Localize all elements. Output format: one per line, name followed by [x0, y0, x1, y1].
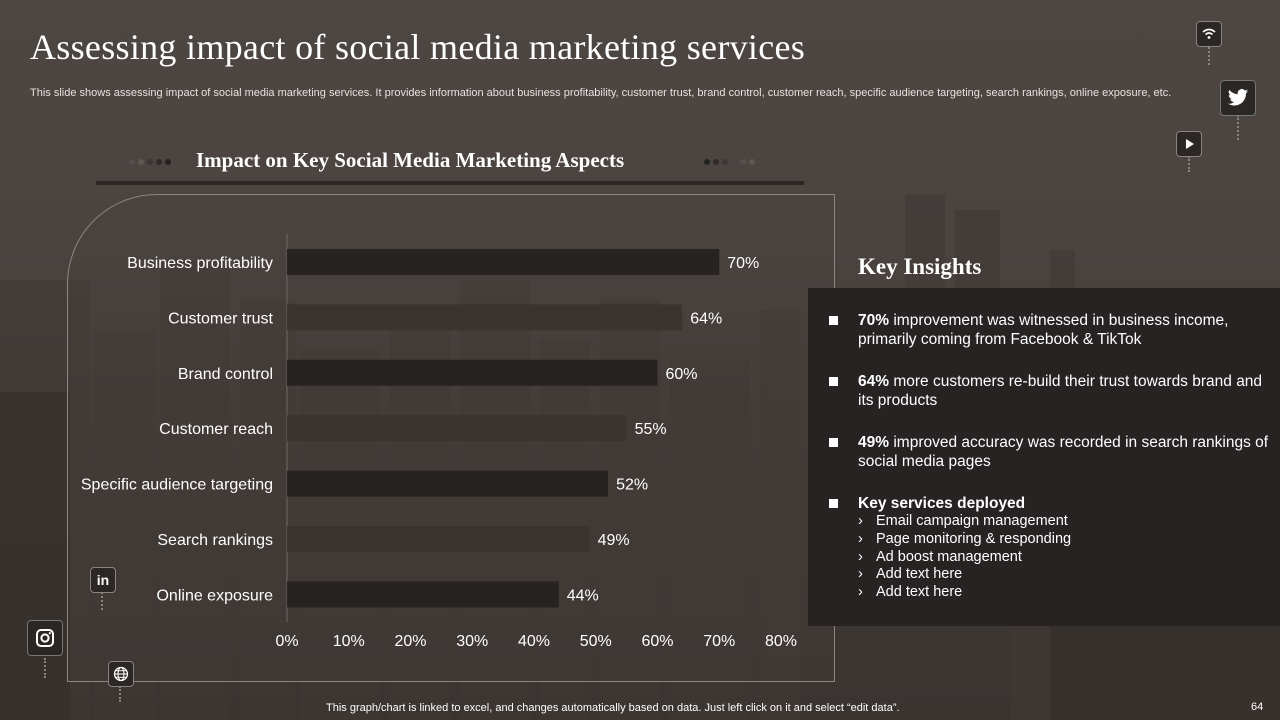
bar-business-profitability[interactable] [287, 249, 720, 275]
list-item: › Add text here [858, 584, 963, 601]
services-list: › Email campaign management › Page monitor… [858, 513, 1269, 602]
list-item: › Add text here [858, 566, 963, 583]
x-tick-label: 40% [518, 633, 550, 650]
x-tick-label: 70% [703, 633, 735, 650]
insight-highlight: 64% [858, 373, 890, 390]
category-label: Customer trust [168, 310, 273, 327]
list-item: › Email campaign management [858, 513, 1068, 529]
category-label: Customer reach [159, 421, 273, 438]
bar-search-rankings[interactable] [287, 526, 590, 552]
twitter-icon [1220, 80, 1256, 116]
bar-brand-control[interactable] [287, 359, 658, 386]
services-title: Key services deployed [858, 495, 1026, 512]
chart-heading: Impact on Key Social Media Marketing Asp… [196, 148, 625, 172]
chevron-right-icon: › [858, 548, 863, 565]
x-tick-label: 80% [765, 633, 797, 650]
category-label: Business profitability [127, 255, 273, 272]
category-label: Specific audience targeting [81, 477, 273, 494]
chevron-right-icon: › [858, 584, 863, 601]
x-tick-label: 0% [275, 633, 298, 650]
bar-customer-reach[interactable] [287, 415, 627, 442]
icon-stem [1237, 115, 1239, 140]
x-tick-label: 30% [456, 633, 488, 650]
insight-text: more customers re-build their trust towa… [858, 373, 1263, 409]
icon-stem [1208, 47, 1210, 65]
chevron-right-icon: › [858, 513, 863, 529]
data-label: 64% [690, 310, 722, 327]
bar-specific-audience-targeting[interactable] [287, 470, 609, 497]
insight-highlight: 70% [858, 312, 890, 329]
bar-online-exposure[interactable] [287, 581, 559, 608]
globe-icon [108, 661, 134, 687]
category-label: Search rankings [157, 532, 273, 549]
insight-highlight: 49% [858, 434, 890, 451]
data-label: 55% [635, 421, 667, 438]
insight-item-2: 64% more customers re-build their trust … [829, 372, 1269, 410]
insight-item-services: Key services deployed › Email campaign ma… [829, 494, 1269, 602]
icon-stem [101, 592, 103, 610]
chevron-right-icon: › [858, 566, 863, 583]
heading-dots-right [704, 159, 755, 165]
icon-stem [119, 686, 121, 702]
page-number: 64 [1251, 701, 1264, 713]
list-item: › Ad boost management [858, 548, 1022, 565]
data-label: 70% [727, 255, 759, 272]
x-tick-label: 20% [394, 633, 426, 650]
insight-item-3: 49% improved accuracy was recorded in se… [829, 433, 1269, 471]
page-subtitle: This slide shows assessing impact of soc… [30, 87, 1172, 99]
data-label: 52% [616, 477, 648, 494]
wifi-icon [1196, 21, 1222, 47]
data-label: 44% [567, 587, 599, 604]
insight-item-1: 70% improvement was witnessed in busines… [829, 311, 1269, 349]
x-tick-label: 50% [580, 633, 612, 650]
bullet-square-icon [829, 316, 838, 325]
category-label: Brand control [178, 366, 273, 383]
heading-dots-left [120, 159, 171, 165]
insight-text: improved accuracy was recorded in search… [858, 434, 1269, 470]
data-label: 49% [598, 532, 630, 549]
chevron-right-icon: › [858, 530, 863, 547]
bullet-square-icon [829, 377, 838, 386]
data-label: 60% [666, 366, 698, 383]
insights-title: Key Insights [858, 254, 982, 279]
bullet-square-icon [829, 438, 838, 447]
insights-panel [808, 288, 1280, 626]
heading-underline [96, 181, 804, 185]
instagram-icon [27, 620, 63, 656]
category-label: Online exposure [156, 587, 273, 604]
icon-stem [1188, 156, 1190, 172]
bar-customer-trust[interactable] [287, 304, 683, 331]
page-title: Assessing impact of social media marketi… [30, 27, 806, 67]
bullet-square-icon [829, 499, 838, 508]
list-item: › Page monitoring & responding [858, 530, 1072, 547]
linkedin-icon: in [90, 567, 116, 593]
x-tick-label: 10% [333, 633, 365, 650]
x-tick-label: 60% [641, 633, 673, 650]
play-icon [1176, 131, 1202, 157]
icon-stem [44, 658, 46, 678]
footer-note: This graph/chart is linked to excel, and… [326, 702, 900, 714]
insight-text: improvement was witnessed in business in… [858, 312, 1229, 348]
